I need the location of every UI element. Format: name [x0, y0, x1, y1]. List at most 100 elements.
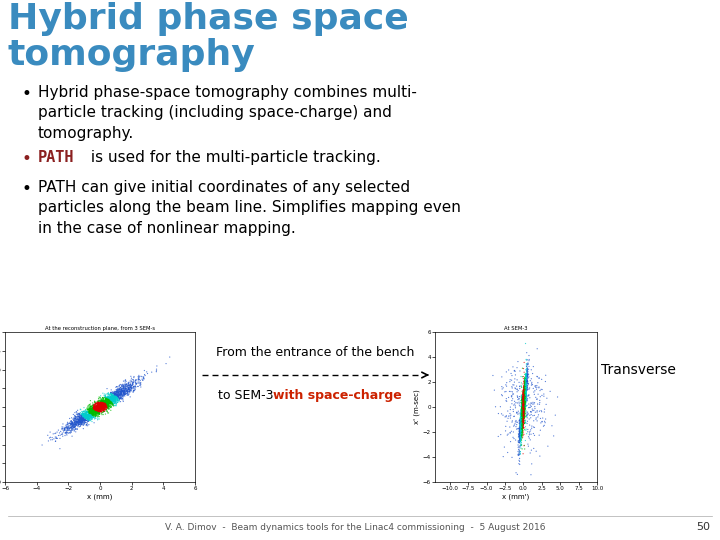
Point [519, 395, 531, 404]
Point [115, 390, 127, 399]
Point [514, 434, 526, 443]
Point [91, 407, 103, 415]
Point [513, 438, 525, 447]
Point [104, 402, 115, 410]
Point [87, 399, 99, 407]
Point [80, 415, 91, 423]
Point [104, 394, 116, 402]
Point [64, 429, 76, 437]
Point [82, 414, 94, 423]
Point [122, 386, 133, 394]
Point [521, 374, 532, 383]
Point [117, 383, 129, 392]
Point [110, 394, 122, 403]
Point [77, 414, 89, 423]
Point [68, 420, 79, 429]
Point [106, 396, 117, 405]
Point [520, 386, 531, 395]
Point [76, 415, 88, 423]
Point [517, 392, 528, 401]
Point [518, 387, 529, 396]
Point [91, 403, 102, 412]
Point [517, 418, 528, 427]
Point [86, 413, 97, 421]
Point [97, 403, 109, 412]
Point [91, 398, 103, 407]
Point [76, 415, 88, 424]
Point [518, 406, 530, 415]
Point [515, 427, 526, 436]
Point [518, 396, 530, 404]
Point [83, 412, 94, 421]
Point [71, 425, 83, 434]
Point [92, 406, 104, 414]
Point [517, 403, 528, 412]
Point [518, 403, 530, 412]
Point [82, 415, 94, 423]
Point [518, 390, 529, 399]
Point [516, 418, 528, 427]
Point [130, 378, 142, 387]
Point [518, 411, 529, 420]
Point [517, 411, 528, 420]
Point [82, 411, 94, 420]
Point [74, 411, 86, 420]
Point [513, 436, 525, 445]
Point [520, 390, 531, 399]
Point [515, 434, 526, 442]
Point [520, 380, 531, 389]
Point [109, 389, 121, 397]
Point [518, 401, 529, 409]
Point [76, 416, 88, 424]
Point [88, 406, 99, 414]
Point [125, 377, 136, 386]
Point [42, 437, 54, 445]
Point [517, 414, 528, 422]
Point [517, 403, 528, 411]
Point [520, 390, 531, 399]
Point [517, 420, 528, 429]
Point [515, 436, 526, 445]
Point [514, 423, 526, 432]
Point [90, 403, 102, 411]
Point [520, 389, 531, 397]
Point [117, 384, 129, 393]
Point [108, 394, 120, 402]
Point [518, 399, 529, 407]
Point [528, 429, 539, 438]
Point [517, 405, 528, 414]
Point [521, 376, 533, 384]
Point [518, 404, 529, 413]
Point [89, 407, 100, 415]
Point [516, 408, 528, 417]
Point [111, 393, 122, 401]
Point [95, 402, 107, 410]
Point [518, 408, 529, 416]
Point [521, 371, 532, 380]
Point [516, 422, 528, 431]
Point [518, 397, 529, 406]
Point [530, 381, 541, 390]
Point [516, 410, 528, 418]
Point [518, 411, 529, 420]
Point [86, 409, 98, 418]
Point [516, 414, 527, 423]
Point [114, 384, 125, 393]
Point [104, 395, 115, 404]
Point [517, 414, 528, 422]
Point [516, 413, 528, 422]
Point [518, 400, 529, 408]
Point [518, 395, 530, 404]
Point [100, 402, 112, 411]
Point [121, 386, 132, 394]
Point [101, 396, 112, 405]
Point [516, 413, 528, 421]
Point [112, 392, 124, 401]
Point [514, 434, 526, 442]
Point [82, 417, 94, 426]
Point [516, 416, 528, 425]
Point [74, 409, 86, 418]
Point [90, 399, 102, 408]
Point [517, 402, 528, 410]
Point [519, 395, 531, 404]
